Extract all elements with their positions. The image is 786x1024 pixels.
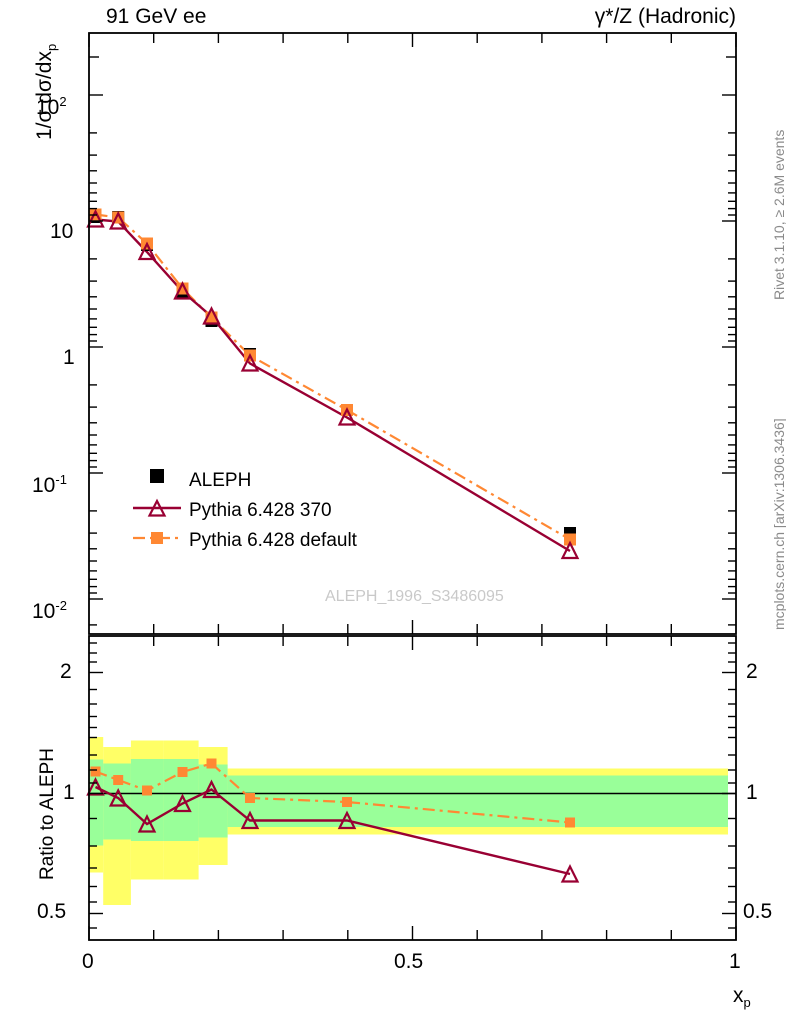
main-ytick-0p1: 10-1 [32, 473, 67, 496]
ratio-panel-yticks-right [722, 642, 736, 929]
main-ytick-1-mantissa: 1 [63, 346, 75, 369]
xaxis-title-text: x [733, 984, 744, 1007]
legend-marker-aleph [150, 469, 164, 483]
xtick-0: 0 [82, 950, 94, 973]
legend-label-pythia370: Pythia 6.428 370 [189, 500, 332, 521]
main-ytick-100-exponent: 2 [59, 94, 67, 109]
main-panel-xticks-top [88, 33, 737, 47]
main-panel-xticks-bottom [152, 620, 672, 634]
ratio-panel-xticks-bottom [88, 926, 737, 940]
xaxis-title: xp [733, 985, 751, 1009]
series-line-pythia-default [95, 213, 571, 541]
main-ytick-0p1-mantissa: 10 [32, 474, 56, 497]
main-ytick-0p01-mantissa: 10 [32, 600, 56, 623]
ratio-panel-xticks-top [152, 636, 672, 650]
ratio-ytick-0p5-left: 0.5 [37, 900, 67, 923]
ratio-panel-yticks-left [89, 642, 103, 929]
header-left-label: 91 GeV ee [106, 5, 207, 28]
xtick-0p5: 0.5 [394, 950, 424, 973]
main-ytick-10: 10 [50, 221, 73, 242]
legend-label-aleph: ALEPH [189, 470, 252, 491]
legend-sample-pythia370 [133, 498, 181, 517]
main-ytick-0p01-exponent: -2 [55, 598, 67, 613]
main-ytick-10-mantissa: 10 [50, 220, 74, 243]
series-markers-pythia-default [89, 208, 576, 546]
series-markers-aleph [89, 211, 576, 539]
main-ytick-0p01: 10-2 [32, 599, 67, 622]
ratio-ytick-0p5-right: 0.5 [743, 900, 773, 923]
ratio-ytick-2-left: 2 [60, 660, 72, 683]
ratio-ytick-1-left: 1 [63, 781, 75, 804]
main-panel-yticks-left [89, 56, 103, 626]
ratio-markers-pythia-default [90, 758, 575, 828]
header-right-label: γ*/Z (Hadronic) [594, 5, 736, 28]
analysis-watermark: ALEPH_1996_S3486095 [325, 588, 504, 605]
legend-sample-pythia-default [133, 532, 181, 544]
main-panel-yticks-right [722, 56, 736, 626]
ratio-markers-pythia370 [86, 777, 580, 883]
ratio-ytick-2-right: 2 [746, 660, 758, 683]
legend-label-pythiadefault: Pythia 6.428 default [189, 530, 357, 551]
main-panel-frame [88, 32, 737, 635]
main-ytick-100-mantissa: 10 [36, 96, 60, 119]
series-line-pythia370 [95, 218, 571, 553]
ratio-uncertainty-bands [89, 737, 728, 905]
xtick-1: 1 [729, 950, 741, 973]
series-markers-pythia370 [86, 209, 580, 560]
ratio-ytick-1-right: 1 [746, 781, 758, 804]
main-ytick-100: 102 [36, 95, 67, 118]
main-ytick-1: 1 [63, 347, 75, 368]
ratio-band-inner [89, 759, 728, 846]
xaxis-title-subscript: p [743, 995, 751, 1011]
main-ytick-0p1-exponent: -1 [55, 472, 67, 487]
